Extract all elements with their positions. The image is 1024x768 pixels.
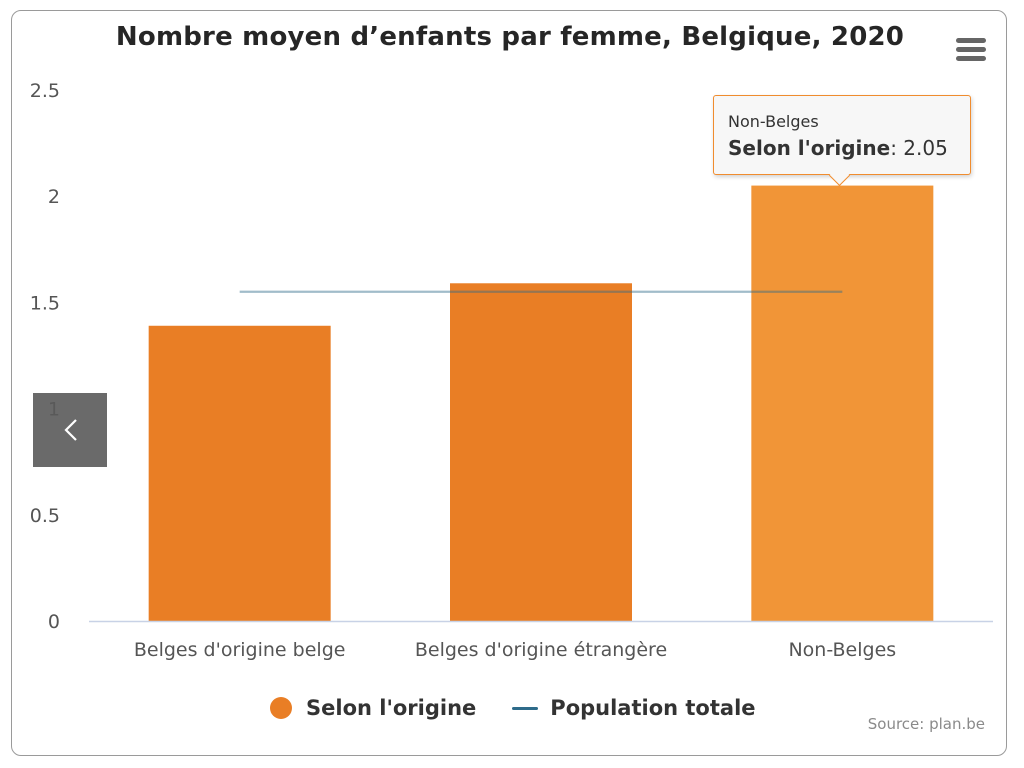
bar[interactable]: [450, 283, 632, 621]
legend-item-selon-origine[interactable]: Selon l'origine: [270, 696, 476, 720]
legend-marker-dot: [270, 697, 292, 719]
bar[interactable]: [751, 185, 934, 621]
legend-item-population-totale[interactable]: Population totale: [512, 696, 756, 720]
x-axis-category-label: Belges d'origine belge: [134, 639, 346, 661]
legend-label: Selon l'origine: [306, 696, 477, 720]
y-axis-tick-label: 0.5: [30, 505, 60, 527]
tooltip-category: Non-Belges: [728, 112, 819, 131]
tooltip-series-label: Selon l'origine: [728, 136, 891, 160]
tooltip-separator: :: [890, 136, 904, 160]
chevron-left-icon: [64, 419, 77, 441]
bar[interactable]: [148, 325, 331, 621]
legend-marker-line: [512, 706, 539, 710]
previous-chart-button[interactable]: [33, 393, 107, 467]
legend-label: Population totale: [550, 696, 756, 720]
tooltip: Non-Belges Selon l'origine: 2.05: [713, 95, 971, 175]
tooltip-value: 2.05: [903, 136, 948, 160]
tooltip-value-line: Selon l'origine: 2.05: [728, 136, 948, 160]
y-axis-tick-label: 2: [48, 186, 60, 208]
y-axis-tick-label: 0: [48, 611, 60, 633]
legend: Selon l'origine Population totale: [270, 693, 792, 723]
x-axis-category-label: Belges d'origine étrangère: [415, 639, 667, 661]
x-axis-category-label: Non-Belges: [788, 639, 896, 661]
y-axis-tick-label: 2.5: [30, 80, 60, 102]
chart-title: Nombre moyen d’enfants par femme, Belgiq…: [115, 22, 905, 52]
y-axis-tick-label: 1.5: [30, 292, 60, 314]
hamburger-menu-icon[interactable]: [954, 36, 988, 64]
source-credit-link[interactable]: Source: plan.be: [867, 715, 985, 733]
